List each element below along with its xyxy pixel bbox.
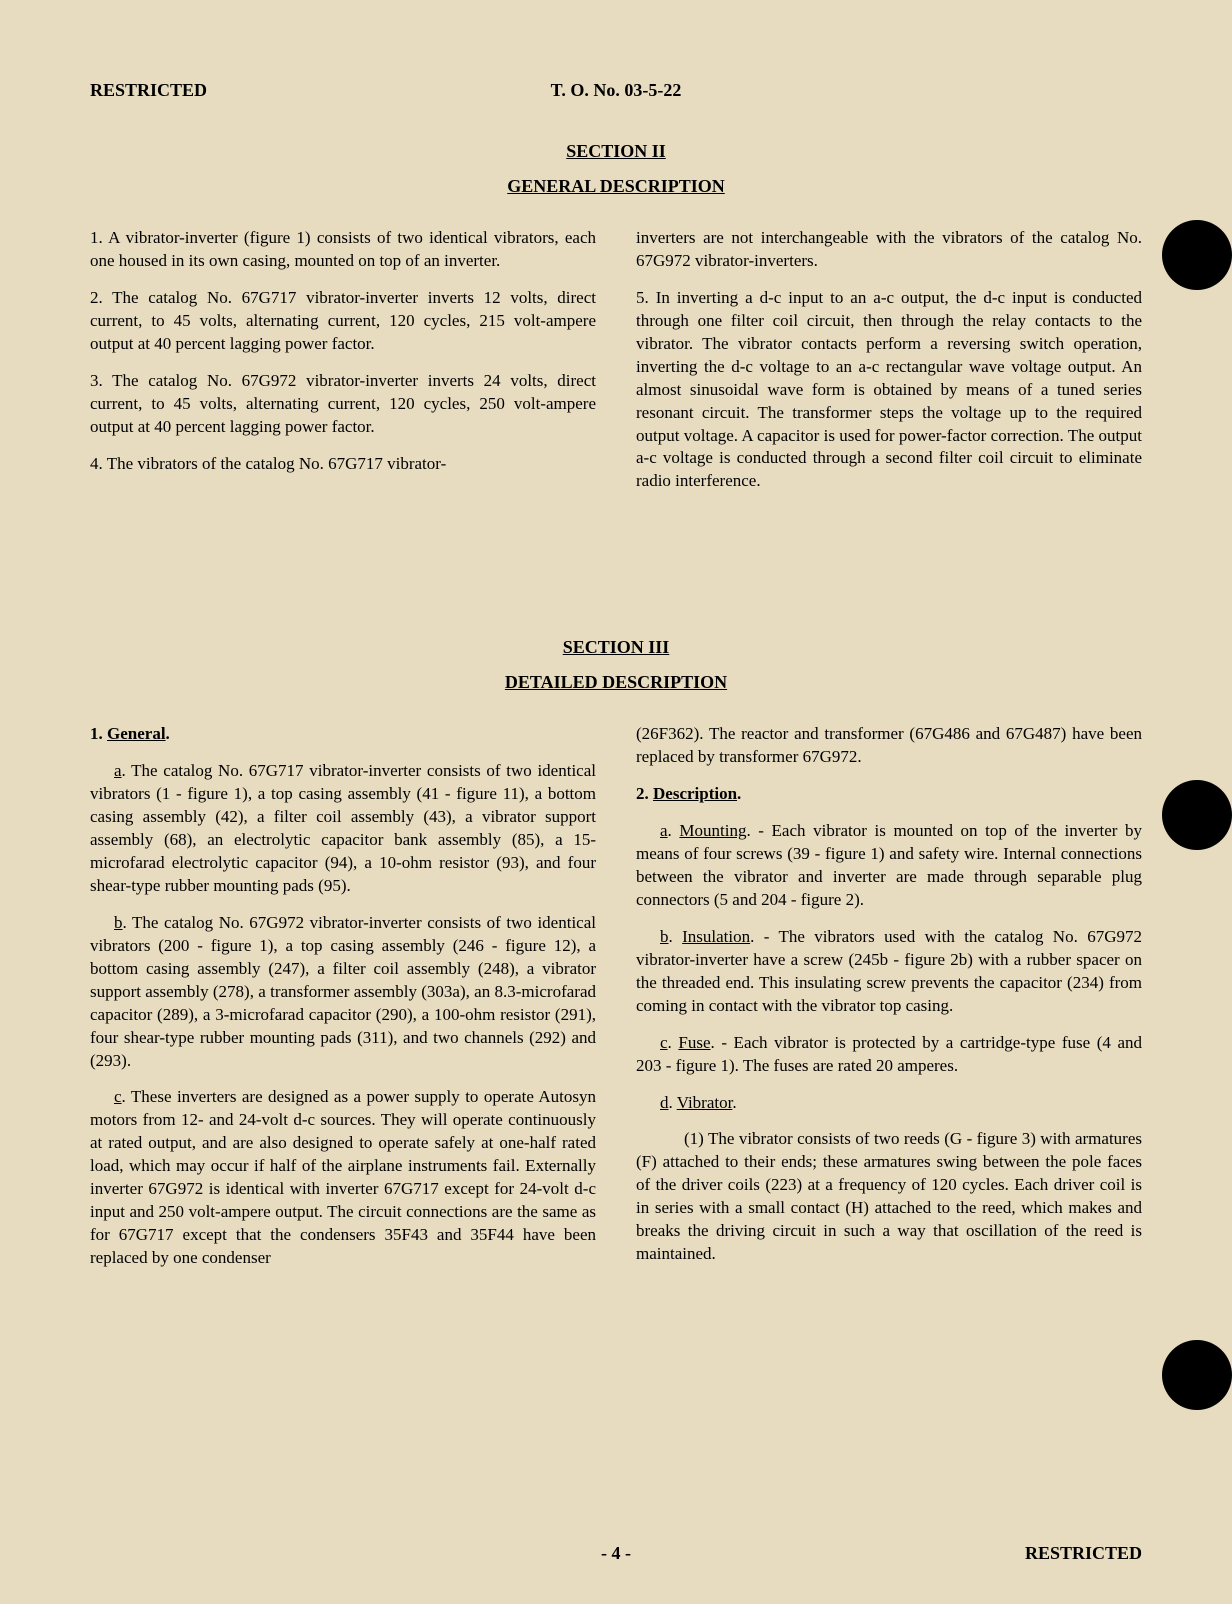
section-2-left-column: 1. A vibrator-inverter (figure 1) consis… bbox=[90, 227, 596, 507]
body-paragraph: inverters are not interchangeable with t… bbox=[636, 227, 1142, 273]
item-label: c bbox=[114, 1087, 122, 1106]
heading-number: 2. bbox=[636, 784, 653, 803]
item-title: Fuse bbox=[678, 1033, 710, 1052]
body-paragraph: 2. The catalog No. 67G717 vibrator-inver… bbox=[90, 287, 596, 356]
body-paragraph: c. Fuse. - Each vibrator is protected by… bbox=[636, 1032, 1142, 1078]
heading-period: . bbox=[166, 724, 170, 743]
section-3-left-column: 1. General. a. The catalog No. 67G717 vi… bbox=[90, 723, 596, 1284]
subsection-heading: 2. Description. bbox=[636, 783, 1142, 806]
classification-header: RESTRICTED bbox=[90, 80, 441, 101]
item-label: d bbox=[660, 1093, 669, 1112]
punch-hole bbox=[1162, 1340, 1232, 1410]
body-paragraph: b. The catalog No. 67G972 vibrator-inver… bbox=[90, 912, 596, 1073]
body-paragraph: (26F362). The reactor and transformer (6… bbox=[636, 723, 1142, 769]
item-text: . - Each vibrator is protected by a cart… bbox=[636, 1033, 1142, 1075]
heading-text: General bbox=[107, 724, 166, 743]
item-text: . The catalog No. 67G717 vibrator-invert… bbox=[90, 761, 596, 895]
section-2-body: 1. A vibrator-inverter (figure 1) consis… bbox=[90, 227, 1142, 507]
document-number: T. O. No. 03-5-22 bbox=[441, 80, 792, 101]
section-2-subtitle: GENERAL DESCRIPTION bbox=[90, 176, 1142, 197]
subsection-heading: 1. General. bbox=[90, 723, 596, 746]
page-number: - 4 - bbox=[601, 1543, 631, 1564]
body-paragraph: 4. The vibrators of the catalog No. 67G7… bbox=[90, 453, 596, 476]
body-paragraph: 3. The catalog No. 67G972 vibrator-inver… bbox=[90, 370, 596, 439]
heading-period: . bbox=[737, 784, 741, 803]
item-label: a bbox=[114, 761, 122, 780]
section-3-subtitle: DETAILED DESCRIPTION bbox=[90, 672, 1142, 693]
item-text: (1) The vibrator consists of two reeds (… bbox=[636, 1129, 1142, 1263]
item-label: c bbox=[660, 1033, 668, 1052]
punch-hole bbox=[1162, 220, 1232, 290]
item-text: . The catalog No. 67G972 vibrator-invert… bbox=[90, 913, 596, 1070]
body-paragraph: a. Mounting. - Each vibrator is mounted … bbox=[636, 820, 1142, 912]
section-2-right-column: inverters are not interchangeable with t… bbox=[636, 227, 1142, 507]
item-label: b bbox=[660, 927, 669, 946]
section-3-body: 1. General. a. The catalog No. 67G717 vi… bbox=[90, 723, 1142, 1284]
page-header: RESTRICTED T. O. No. 03-5-22 bbox=[90, 80, 1142, 101]
body-paragraph: 5. In inverting a d-c input to an a-c ou… bbox=[636, 287, 1142, 493]
body-paragraph: d. Vibrator. bbox=[636, 1092, 1142, 1115]
body-paragraph: c. These inverters are designed as a pow… bbox=[90, 1086, 596, 1270]
item-title: Vibrator bbox=[677, 1093, 733, 1112]
page-footer: - 4 - RESTRICTED bbox=[90, 1543, 1142, 1564]
item-text: . These inverters are designed as a powe… bbox=[90, 1087, 596, 1267]
section-3-title: SECTION III bbox=[90, 637, 1142, 658]
body-paragraph: (1) The vibrator consists of two reeds (… bbox=[636, 1128, 1142, 1266]
body-paragraph: b. Insulation. - The vibrators used with… bbox=[636, 926, 1142, 1018]
body-paragraph: a. The catalog No. 67G717 vibrator-inver… bbox=[90, 760, 596, 898]
item-label: a bbox=[660, 821, 668, 840]
item-label: b bbox=[114, 913, 123, 932]
item-title: Insulation bbox=[682, 927, 750, 946]
section-2-title: SECTION II bbox=[90, 141, 1142, 162]
item-title: Mounting bbox=[679, 821, 746, 840]
body-paragraph: 1. A vibrator-inverter (figure 1) consis… bbox=[90, 227, 596, 273]
item-period: . bbox=[732, 1093, 736, 1112]
classification-footer: RESTRICTED bbox=[1025, 1543, 1142, 1564]
section-3-right-column: (26F362). The reactor and transformer (6… bbox=[636, 723, 1142, 1284]
heading-text: Description bbox=[653, 784, 737, 803]
heading-number: 1. bbox=[90, 724, 107, 743]
punch-hole bbox=[1162, 780, 1232, 850]
